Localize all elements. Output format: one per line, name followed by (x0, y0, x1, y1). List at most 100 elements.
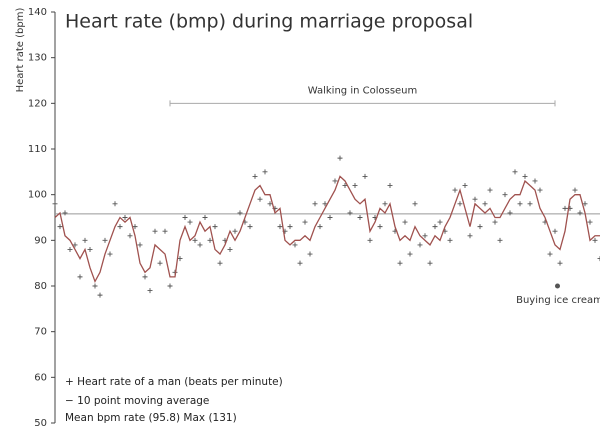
data-point (507, 210, 513, 216)
y-axis-label: Heart rate (bpm) (15, 8, 26, 93)
data-point (432, 224, 438, 230)
data-point (527, 201, 533, 207)
data-point (447, 237, 453, 243)
data-point (532, 178, 538, 184)
data-point (582, 201, 588, 207)
data-point (57, 224, 63, 230)
data-point (132, 224, 138, 230)
data-point (477, 224, 483, 230)
data-point (182, 215, 188, 220)
data-point (452, 187, 458, 193)
data-point (587, 219, 593, 225)
data-point (557, 260, 563, 266)
data-point (537, 187, 543, 193)
annotation: Walking in Colosseum (308, 85, 418, 96)
data-point (177, 256, 183, 262)
data-point (77, 274, 83, 280)
data-point (122, 215, 128, 220)
y-tick-label: 90 (34, 235, 47, 246)
data-point (302, 219, 308, 225)
data-point (362, 173, 368, 179)
data-point (512, 169, 518, 175)
data-point (97, 292, 103, 298)
data-point (227, 246, 233, 252)
data-point (257, 196, 263, 202)
data-point (62, 210, 68, 216)
data-point (357, 215, 363, 220)
data-point (487, 187, 493, 193)
data-point (577, 210, 583, 216)
data-point (52, 201, 58, 207)
data-point (152, 228, 158, 234)
data-point (407, 251, 413, 257)
summary: Mean bpm rate (95.8) Max (131) (65, 412, 237, 424)
data-point (312, 201, 318, 207)
data-point (562, 205, 568, 211)
data-point (417, 242, 423, 248)
data-point (492, 219, 498, 225)
data-point (382, 201, 388, 207)
data-point (422, 233, 428, 239)
data-point (212, 224, 218, 230)
data-point (277, 224, 283, 230)
data-point (162, 228, 168, 234)
data-point (437, 219, 443, 225)
y-tick-label: 70 (34, 327, 47, 338)
data-point (327, 215, 333, 220)
data-point (307, 251, 313, 257)
data-point (137, 242, 143, 248)
data-point (342, 183, 348, 189)
data-point (482, 201, 488, 207)
data-point (502, 192, 508, 198)
data-point (387, 183, 393, 189)
annotation-point (555, 283, 560, 289)
data-point (317, 224, 323, 230)
data-point (377, 224, 383, 230)
data-point (297, 260, 303, 266)
data-point (472, 196, 478, 202)
data-point (592, 237, 598, 243)
data-point (427, 260, 433, 266)
legend-entry: − 10 point moving average (65, 395, 209, 407)
data-point (462, 183, 468, 189)
data-point (142, 274, 148, 280)
data-point (267, 201, 273, 207)
data-point (287, 224, 293, 230)
data-point (572, 187, 578, 193)
data-point (207, 237, 213, 243)
data-point (547, 251, 553, 257)
data-point (192, 237, 198, 243)
data-point (347, 210, 353, 216)
data-point (262, 169, 268, 175)
data-point (67, 246, 73, 252)
data-point (367, 237, 373, 243)
data-point (117, 224, 123, 230)
data-point (552, 228, 558, 234)
data-point (332, 178, 338, 184)
data-point (252, 173, 258, 179)
data-point (397, 260, 403, 266)
data-point (127, 233, 133, 239)
data-point (157, 260, 163, 266)
data-point (402, 219, 408, 225)
legend-entry: + Heart rate of a man (beats per minute) (65, 376, 283, 388)
y-tick-label: 130 (28, 53, 47, 64)
data-point (197, 242, 203, 248)
data-point (292, 242, 298, 248)
data-point (167, 283, 173, 289)
data-point (72, 242, 78, 248)
moving-average-line (54, 175, 600, 284)
data-point (92, 283, 98, 289)
data-point (467, 233, 473, 239)
data-point (87, 246, 93, 252)
data-point (352, 183, 358, 189)
data-point (107, 251, 113, 257)
y-tick-label: 110 (28, 144, 47, 155)
data-point (147, 288, 153, 294)
data-point (517, 201, 523, 207)
data-point (497, 237, 503, 243)
data-point (102, 237, 108, 243)
data-point (217, 260, 223, 266)
data-point (82, 237, 88, 243)
